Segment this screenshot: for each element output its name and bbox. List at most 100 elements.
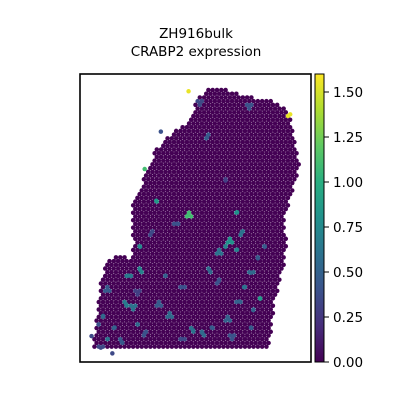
spot [165, 180, 170, 186]
spot [165, 203, 170, 208]
spot [199, 322, 205, 327]
spot [227, 110, 233, 115]
spot [141, 288, 147, 294]
spot [133, 199, 138, 204]
spot [191, 143, 196, 149]
spot [249, 162, 254, 167]
spot [253, 281, 258, 286]
spot [277, 113, 282, 119]
spot [128, 288, 134, 294]
spot [139, 284, 144, 290]
spot [171, 318, 177, 323]
spot [212, 217, 218, 223]
spot [152, 150, 157, 156]
spot [221, 307, 226, 312]
spot [219, 266, 224, 271]
spot [210, 229, 215, 234]
spot [257, 221, 263, 227]
spot [274, 266, 280, 271]
spot [191, 255, 196, 260]
spot [225, 225, 230, 230]
spot [141, 310, 147, 316]
spot [259, 150, 265, 156]
spot [154, 281, 160, 286]
spot [163, 221, 168, 227]
spot [219, 199, 224, 204]
spot [244, 251, 250, 256]
spot [152, 336, 157, 342]
spot [268, 262, 273, 268]
highlight-spot [230, 333, 235, 339]
spot [148, 210, 153, 216]
spot [124, 325, 129, 331]
spot [180, 214, 185, 219]
spot [169, 150, 175, 156]
spot [281, 121, 286, 126]
spot [262, 177, 267, 182]
spot [257, 191, 263, 197]
spot [173, 277, 179, 282]
spot [193, 236, 198, 242]
spot [173, 232, 179, 238]
spot [135, 195, 140, 201]
spot [277, 180, 282, 186]
spot [227, 102, 233, 108]
spot [234, 255, 239, 260]
spot [94, 333, 99, 338]
spot [143, 180, 149, 186]
spot [201, 124, 207, 130]
spot [244, 236, 250, 242]
spot [126, 336, 132, 342]
spot [212, 150, 218, 156]
spot [253, 132, 258, 137]
spot [257, 139, 263, 145]
spot [223, 139, 228, 145]
spot [145, 258, 151, 264]
spot [152, 165, 157, 171]
spot [253, 243, 258, 249]
spot [186, 240, 192, 245]
spot [214, 95, 220, 100]
spot [195, 255, 200, 260]
spot [255, 210, 261, 216]
spot [195, 195, 200, 201]
spot [158, 154, 164, 160]
spot [231, 296, 237, 301]
spot [240, 288, 246, 294]
spot [208, 225, 213, 230]
spot [139, 217, 144, 223]
spot [236, 124, 241, 130]
spot [242, 344, 248, 349]
spot [219, 214, 224, 219]
spot [262, 117, 267, 123]
spot [176, 169, 181, 175]
spot [238, 195, 243, 201]
spot [161, 203, 166, 208]
spot [257, 102, 263, 108]
spot [191, 240, 196, 245]
spot [221, 240, 226, 245]
spot [214, 110, 220, 115]
spot [255, 121, 261, 126]
spot [163, 296, 168, 301]
spot [152, 210, 157, 216]
spot [270, 139, 276, 145]
spot [240, 199, 246, 204]
spot [234, 232, 239, 238]
spot [221, 292, 226, 297]
spot [154, 296, 160, 301]
spot [255, 284, 261, 290]
spot [173, 314, 179, 320]
spot [274, 206, 280, 212]
spot [283, 147, 289, 152]
spot [274, 281, 280, 286]
spot [272, 225, 278, 230]
spot [150, 340, 155, 346]
spot [216, 150, 222, 156]
spot [249, 184, 254, 189]
spot [231, 251, 237, 256]
spot [178, 240, 183, 245]
highlight-spot [241, 284, 247, 290]
spot [120, 325, 125, 331]
spot [191, 113, 196, 119]
